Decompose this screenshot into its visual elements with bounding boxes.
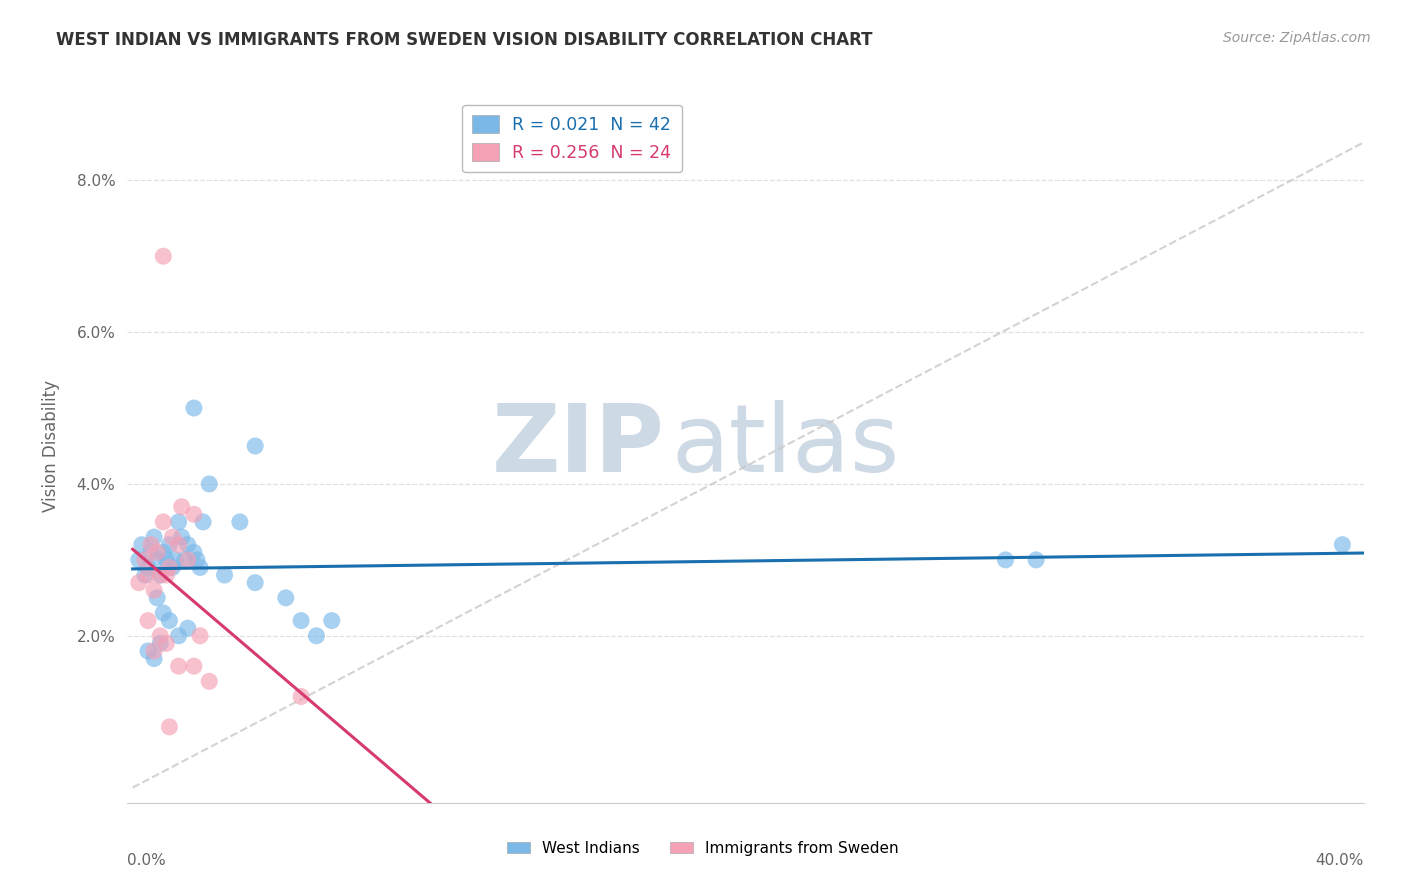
- Point: [134, 553, 156, 567]
- Point: [183, 508, 205, 522]
- Point: [139, 545, 162, 559]
- Point: [131, 538, 153, 552]
- Point: [177, 621, 200, 635]
- Point: [149, 568, 172, 582]
- Point: [198, 674, 221, 689]
- Point: [146, 545, 169, 559]
- Point: [146, 591, 169, 605]
- Point: [155, 636, 177, 650]
- Point: [321, 614, 343, 628]
- Legend: R = 0.021  N = 42, R = 0.256  N = 24: R = 0.021 N = 42, R = 0.256 N = 24: [463, 105, 682, 172]
- Point: [157, 720, 180, 734]
- Point: [188, 560, 211, 574]
- Point: [274, 591, 297, 605]
- Point: [170, 530, 193, 544]
- Point: [149, 568, 172, 582]
- Point: [139, 538, 162, 552]
- Point: [155, 568, 177, 582]
- Point: [177, 553, 200, 567]
- Point: [188, 629, 211, 643]
- Point: [191, 515, 214, 529]
- Point: [134, 568, 156, 582]
- Point: [157, 614, 180, 628]
- Point: [290, 614, 312, 628]
- Point: [183, 401, 205, 415]
- Point: [173, 553, 195, 567]
- Point: [136, 568, 159, 582]
- Point: [157, 560, 180, 574]
- Text: Source: ZipAtlas.com: Source: ZipAtlas.com: [1223, 31, 1371, 45]
- Point: [183, 659, 205, 673]
- Point: [143, 644, 166, 658]
- Point: [214, 568, 236, 582]
- Point: [1331, 538, 1354, 552]
- Legend: West Indians, Immigrants from Sweden: West Indians, Immigrants from Sweden: [501, 835, 905, 862]
- Text: ZIP: ZIP: [492, 400, 665, 492]
- Point: [157, 538, 180, 552]
- Point: [243, 439, 266, 453]
- Point: [305, 629, 328, 643]
- Point: [170, 500, 193, 514]
- Point: [152, 249, 174, 263]
- Point: [155, 553, 177, 567]
- Point: [167, 659, 190, 673]
- Point: [167, 515, 190, 529]
- Point: [994, 553, 1017, 567]
- Point: [165, 553, 187, 567]
- Point: [149, 636, 172, 650]
- Point: [167, 538, 190, 552]
- Point: [152, 606, 174, 620]
- Text: WEST INDIAN VS IMMIGRANTS FROM SWEDEN VISION DISABILITY CORRELATION CHART: WEST INDIAN VS IMMIGRANTS FROM SWEDEN VI…: [56, 31, 873, 49]
- Point: [136, 644, 159, 658]
- Point: [136, 560, 159, 574]
- Point: [1025, 553, 1047, 567]
- Point: [128, 553, 150, 567]
- Point: [152, 545, 174, 559]
- Point: [229, 515, 252, 529]
- Text: atlas: atlas: [671, 400, 900, 492]
- Y-axis label: Vision Disability: Vision Disability: [42, 380, 60, 512]
- Point: [162, 560, 184, 574]
- Point: [290, 690, 312, 704]
- Point: [162, 530, 184, 544]
- Point: [149, 629, 172, 643]
- Point: [136, 614, 159, 628]
- Text: 40.0%: 40.0%: [1316, 853, 1364, 868]
- Point: [143, 583, 166, 598]
- Point: [186, 553, 208, 567]
- Point: [183, 545, 205, 559]
- Point: [243, 575, 266, 590]
- Point: [198, 477, 221, 491]
- Point: [143, 651, 166, 665]
- Point: [146, 553, 169, 567]
- Point: [152, 515, 174, 529]
- Point: [128, 575, 150, 590]
- Text: 0.0%: 0.0%: [127, 853, 166, 868]
- Point: [143, 530, 166, 544]
- Point: [177, 538, 200, 552]
- Point: [167, 629, 190, 643]
